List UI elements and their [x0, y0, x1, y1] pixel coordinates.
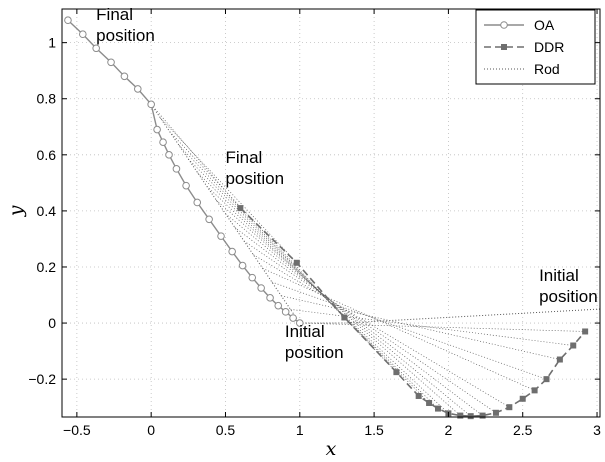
ddr-point	[426, 399, 433, 406]
rod-sweep-line	[271, 281, 547, 380]
oa-point	[281, 308, 290, 316]
legend-label: DDR	[534, 39, 564, 55]
oa-point	[159, 138, 167, 146]
oa-point	[274, 301, 283, 310]
position-annotation: Initial position	[285, 322, 344, 362]
oa-point	[165, 151, 173, 159]
ddr-point	[531, 387, 538, 394]
oa-point	[64, 16, 72, 25]
ddr-point	[237, 205, 244, 212]
rod-sweep-line	[290, 309, 574, 346]
ddr-point	[479, 412, 486, 419]
annotation-line: position	[96, 26, 155, 45]
oa-point	[193, 198, 202, 207]
ddr-point	[492, 409, 499, 416]
y-tick-label: 0.6	[37, 147, 57, 163]
position-annotation: Final position	[225, 148, 284, 188]
legend-swatch-marker	[500, 21, 508, 29]
annotations: Final position Final position Initial positio…	[96, 5, 597, 362]
legend-label: OA	[534, 17, 555, 33]
y-tick-label: 0.8	[37, 91, 57, 107]
oa-point	[217, 232, 225, 240]
oa-point	[289, 314, 297, 322]
rod-sweep-line	[178, 145, 397, 373]
x-tick-label: 2	[445, 422, 453, 438]
annotation-line: position	[539, 287, 598, 306]
ddr-point	[341, 314, 348, 321]
oa-point	[228, 247, 236, 256]
legend-item-ddr: DDR	[484, 39, 564, 55]
position-annotation: Initial position	[539, 266, 598, 306]
plot-frame	[61, 8, 601, 418]
oa-point	[238, 261, 247, 270]
y-tick-label: 0	[48, 315, 56, 331]
legend-label: Rod	[534, 61, 560, 77]
legend: OA DDR Rod	[475, 9, 596, 85]
rod-series-line	[150, 104, 601, 324]
oa-point	[153, 125, 161, 134]
oa-point	[172, 165, 181, 173]
annotation-line: position	[285, 343, 344, 362]
oa-point	[79, 30, 87, 39]
annotation-line: position	[225, 169, 284, 188]
ddr-point	[393, 369, 400, 376]
ddr-point	[293, 259, 300, 266]
y-tick-label: 0.2	[37, 259, 57, 275]
ddr-point	[556, 356, 563, 363]
rod-sweep-line	[299, 322, 586, 332]
x-tick-label: 1.5	[364, 422, 384, 438]
rod-sweep-line	[234, 227, 483, 416]
rod-sweep-line	[160, 117, 298, 264]
oa-point	[107, 58, 115, 67]
annotation-line: Final	[225, 148, 262, 167]
grid	[62, 9, 600, 417]
y-tick-label: 0.4	[37, 203, 57, 219]
oa-point	[182, 181, 190, 190]
ddr-point	[570, 342, 577, 349]
oa-point	[133, 85, 142, 93]
ddr-point	[457, 412, 464, 419]
oa-point	[248, 273, 257, 282]
oa-point	[120, 72, 129, 81]
x-tick-label: 0	[147, 422, 155, 438]
rod-sweep-line	[188, 158, 430, 404]
rod-sweep-line	[150, 104, 241, 209]
y-tick-label: 1	[48, 35, 56, 51]
oa-point	[147, 100, 155, 109]
ddr-point	[519, 395, 526, 402]
oa-point	[92, 44, 100, 53]
x-tick-label: 0.5	[216, 422, 236, 438]
oa-point	[295, 319, 304, 327]
ddr-point	[582, 328, 589, 335]
oa-point	[266, 294, 274, 302]
rod-sweep-line	[225, 213, 471, 417]
ddr-point	[415, 392, 422, 399]
x-tick-label: 3	[593, 422, 601, 438]
y-tick-label: −0.2	[28, 371, 56, 387]
position-annotation: Final position	[96, 5, 155, 45]
rod-sweep-line	[169, 131, 345, 318]
x-axis-label: x	[326, 438, 337, 460]
oa-point	[257, 284, 265, 292]
ddr-point	[435, 405, 442, 412]
rod-lines	[150, 104, 601, 417]
y-axis-label: y	[5, 205, 27, 217]
ddr-point	[506, 404, 513, 411]
annotation-line: Initial	[539, 266, 579, 285]
x-tick-label: 1	[296, 422, 304, 438]
annotation-line: Initial	[285, 322, 325, 341]
legend-item-oa: OA	[484, 17, 555, 33]
rod-sweep-line	[215, 199, 461, 416]
rod-sweep-line	[197, 172, 439, 409]
legend-swatch-marker	[501, 44, 507, 50]
annotation-line: Final	[96, 5, 133, 24]
x-tick-label: 2.5	[513, 422, 533, 438]
legend-item-rod: Rod	[484, 61, 560, 77]
ddr-point	[543, 376, 550, 383]
oa-point	[205, 215, 213, 224]
ddr-point	[467, 413, 474, 420]
x-tick-label: −0.5	[63, 422, 91, 438]
